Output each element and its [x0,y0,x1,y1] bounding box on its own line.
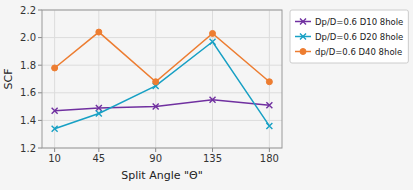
data [52,29,273,132]
marker [153,79,159,85]
legend-marker [300,34,306,40]
tick-label: 10 [48,153,61,164]
legend-label: Dp/D=0.6 D10 8hole [315,17,403,27]
tick-label: 2.2 [20,5,36,16]
tick-label: 180 [260,153,279,164]
legend-item: Dp/D=0.6 D10 8hole [295,17,403,27]
grid-line [42,37,282,38]
tick-mark [38,37,42,38]
legend-marker [300,49,306,55]
tick-mark [38,65,42,66]
legend-item: dp/D=0.6 D40 8hole [295,47,402,57]
marker [52,108,58,114]
axes: 1.2 1.4 1.6 1.8 2.0 2.2 10 45 90 135 180 [20,5,282,165]
tick-mark [212,148,213,152]
marker [96,105,102,111]
tick-mark [155,148,156,152]
legend-item: Dp/D=0.6 D20 8hole [295,32,403,42]
grid-line [42,65,282,66]
tick-label: 2.0 [20,32,36,43]
marker [96,29,102,35]
tick-mark [38,148,42,149]
marker [153,104,159,110]
legend-label: dp/D=0.6 D40 8hole [315,47,402,57]
series [52,39,273,132]
tick-mark [269,148,270,152]
tick-label: 45 [92,153,105,164]
legend: Dp/D=0.6 D10 8hole Dp/D=0.6 D20 8hole dp/D… [290,10,408,63]
line [55,32,270,82]
grid-line [54,10,55,148]
tick-mark [38,92,42,93]
tick-label: 135 [203,153,222,164]
marker [210,30,216,36]
tick-label: 1.2 [20,143,36,154]
marker [210,39,216,45]
series [52,97,273,114]
marker [266,123,272,129]
tick-label: 90 [149,153,162,164]
marker [52,65,58,71]
tick-label: 1.6 [20,87,36,98]
legend-marker [300,19,306,25]
series [52,29,273,85]
marker [266,79,272,85]
tick-mark [38,10,42,11]
tick-mark [38,120,42,121]
chart: 1.2 1.4 1.6 1.8 2.0 2.2 10 45 90 135 180 Split Angl… [0,0,413,190]
x-axis-label: Split Angle "Θ" [121,169,202,182]
marker [96,111,102,117]
marker [266,102,272,108]
tick-label: 1.4 [20,115,36,126]
y-axis-label: SCF [2,69,15,90]
marker [210,97,216,103]
tick-mark [54,148,55,152]
line [55,100,270,111]
plot-frame [42,10,282,148]
legend-box [290,10,408,63]
background [0,0,413,190]
marker [52,126,58,132]
legend-label: Dp/D=0.6 D20 8hole [315,32,403,42]
tick-mark [98,148,99,152]
tick-label: 1.8 [20,60,36,71]
grid [42,10,282,148]
